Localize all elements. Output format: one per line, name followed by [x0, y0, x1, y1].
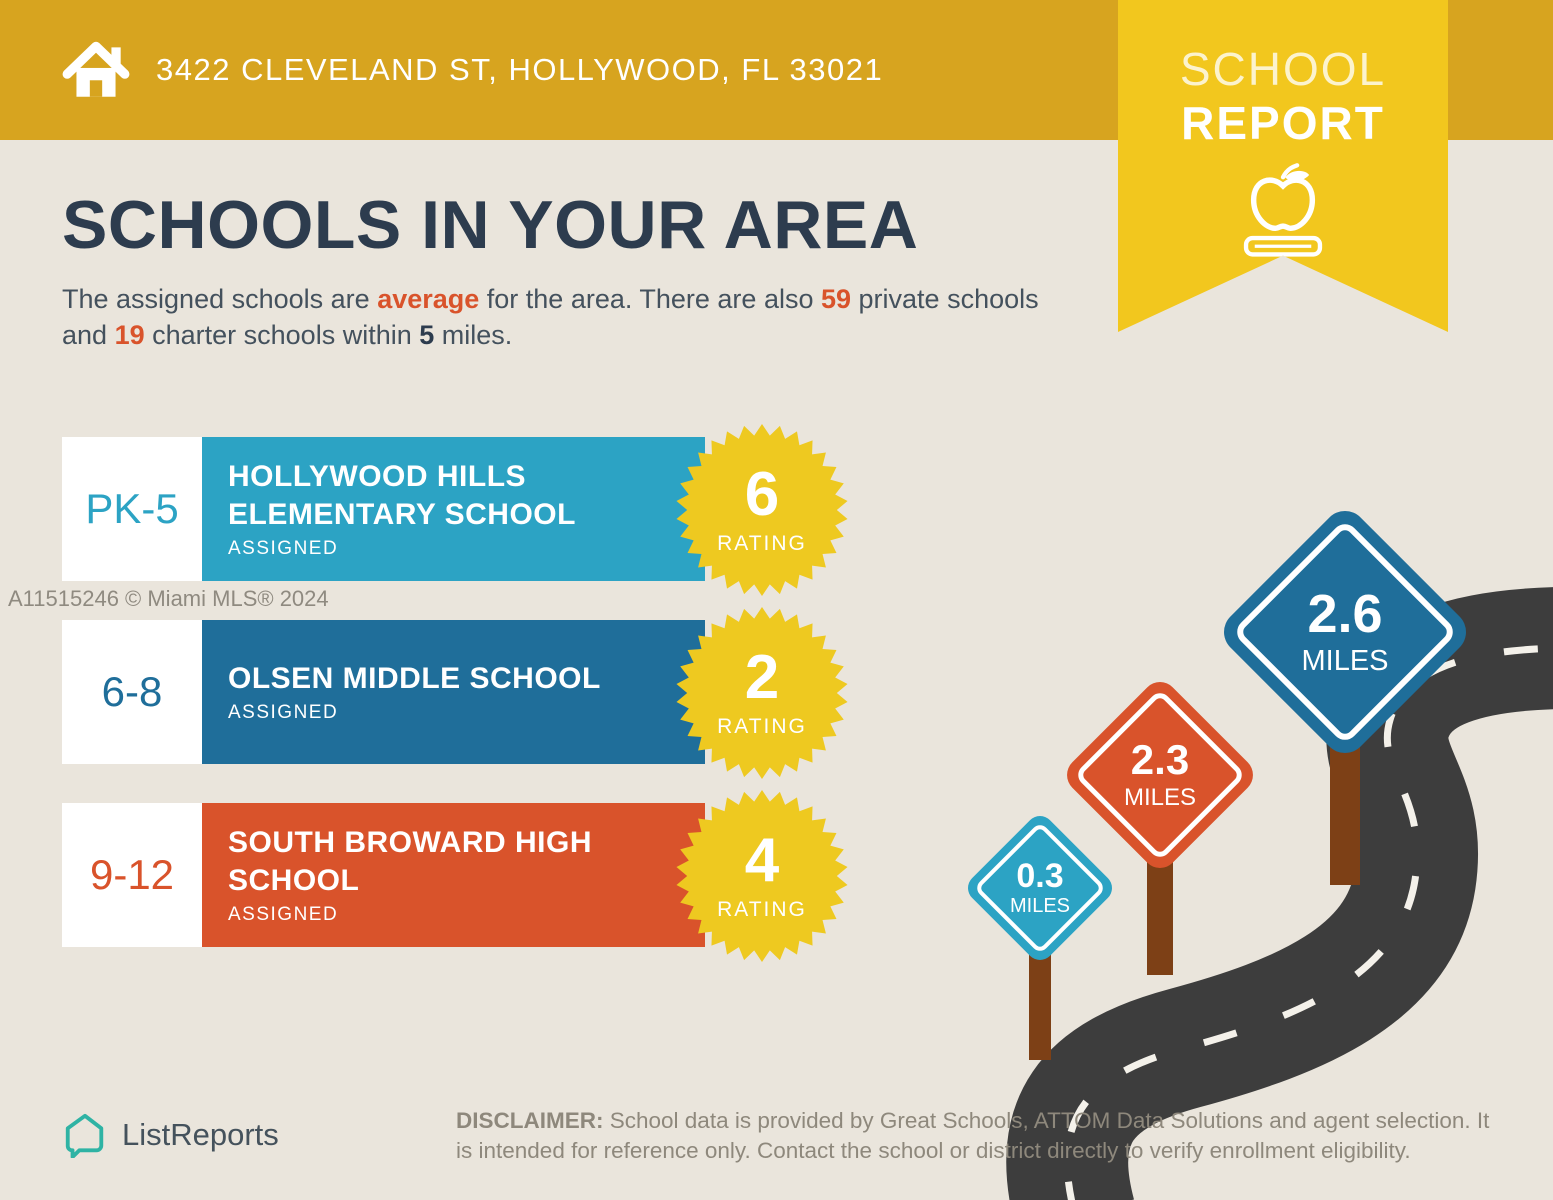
distance-unit: MILES [1123, 783, 1197, 811]
apple-book-icon [1243, 163, 1323, 257]
school-row-elementary: PK-5 HOLLYWOOD HILLS ELEMENTARY SCHOOL A… [62, 437, 705, 581]
highlight-average: average [377, 284, 480, 314]
rating-value: 2 [744, 643, 780, 712]
assigned-label: ASSIGNED [228, 538, 339, 559]
page-title: SCHOOLS IN YOUR AREA [62, 187, 919, 263]
disclaimer-text: DISCLAIMER: School data is provided by G… [456, 1108, 1490, 1163]
mls-watermark: A11515246 © Miami MLS® 2024 [8, 586, 329, 611]
school-row-high: 9-12 SOUTH BROWARD HIGH SCHOOL ASSIGNED [62, 803, 705, 947]
distance-sign-middle: 2.6 MILES [1214, 501, 1476, 763]
distance-value: 0.3 [1016, 856, 1064, 895]
listreports-brand: ListReports [62, 1112, 279, 1158]
highlight-charter-count: 19 [114, 319, 145, 350]
distance-unit: MILES [1009, 894, 1071, 917]
home-icon [62, 41, 130, 97]
school-name: OLSEN MIDDLE SCHOOL [228, 661, 601, 695]
grade-range-label: 9-12 [62, 803, 202, 947]
disclaimer-label: DISCLAIMER: [456, 1108, 604, 1133]
school-name: SOUTH BROWARD HIGH SCHOOL [228, 826, 592, 897]
distance-unit: MILES [1301, 644, 1389, 677]
grade-range-label: 6-8 [62, 620, 202, 764]
property-address: 3422 CLEVELAND ST, HOLLYWOOD, FL 33021 [156, 52, 884, 87]
ribbon-title-school: SCHOOL [1179, 43, 1387, 95]
school-name: HOLLYWOOD HILLS ELEMENTARY SCHOOL [228, 460, 576, 531]
highlight-miles: 5 [419, 319, 435, 350]
school-row-middle: 6-8 OLSEN MIDDLE SCHOOL ASSIGNED [62, 620, 705, 764]
school-report-ribbon: SCHOOL REPORT [1118, 0, 1448, 332]
listreports-brand-name: ListReports [122, 1117, 279, 1152]
rating-label: RATING [717, 715, 807, 738]
rating-label: RATING [717, 898, 807, 921]
highlight-private-count: 59 [820, 284, 852, 314]
distance-sign-high: 2.3 MILES [1059, 674, 1261, 876]
school-bar: OLSEN MIDDLE SCHOOL ASSIGNED [202, 620, 705, 764]
listreports-logo-icon [65, 1113, 104, 1158]
ribbon-title-report: REPORT [1181, 97, 1385, 149]
grade-range-label: PK-5 [62, 437, 202, 581]
distance-value: 2.3 [1130, 735, 1190, 783]
road-center-line [1063, 644, 1553, 1200]
assigned-label: ASSIGNED [228, 904, 339, 925]
rating-label: RATING [717, 532, 807, 555]
rating-value: 4 [744, 826, 780, 895]
intro-paragraph: The assigned schools are average for the… [62, 284, 1039, 350]
assigned-label: ASSIGNED [228, 702, 339, 724]
distance-value: 2.6 [1307, 583, 1383, 644]
rating-value: 6 [744, 460, 780, 529]
school-bar: SOUTH BROWARD HIGH SCHOOL ASSIGNED [202, 803, 705, 947]
school-bar: HOLLYWOOD HILLS ELEMENTARY SCHOOL ASSIGN… [202, 437, 705, 581]
